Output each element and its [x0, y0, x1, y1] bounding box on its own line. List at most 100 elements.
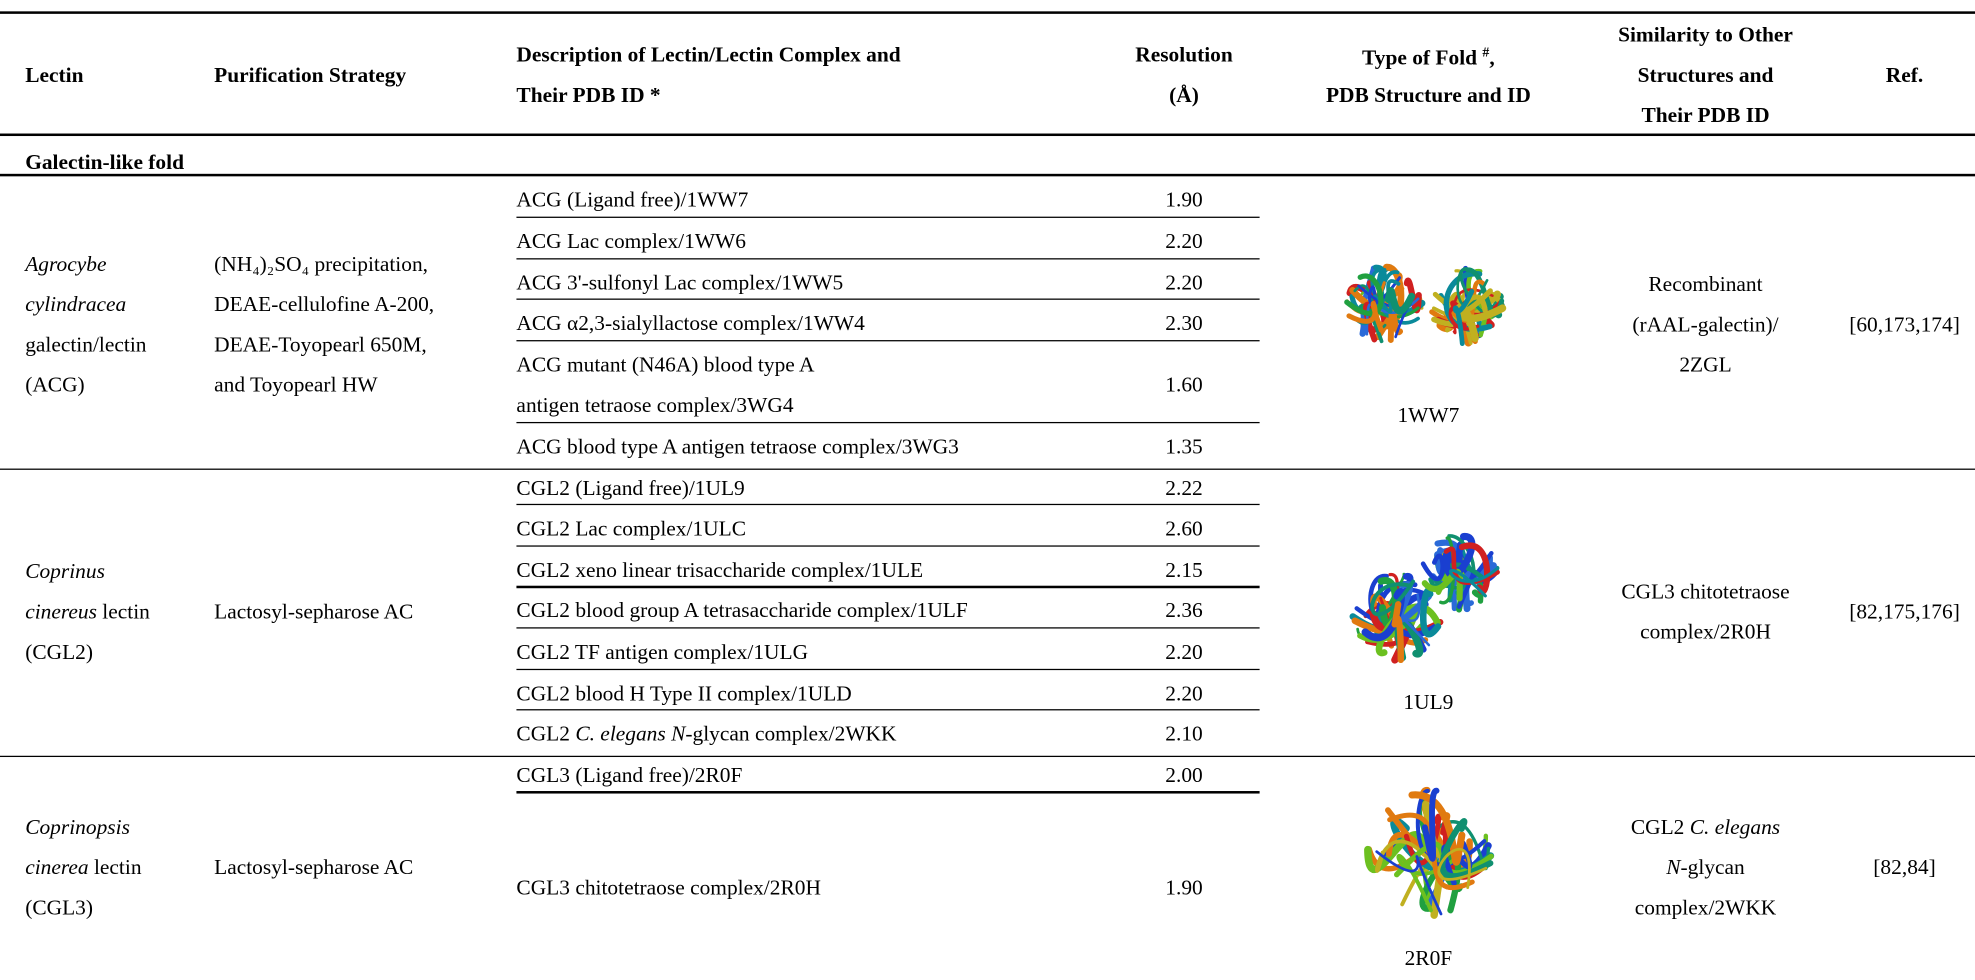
text: Lactosyl-sepharose AC — [214, 600, 413, 624]
resolution: 2.36 — [1165, 599, 1202, 624]
text: -glycan complex/2WKK — [685, 722, 896, 746]
text-line: DEAE-cellulofine A-200, — [214, 292, 434, 317]
text: N — [1666, 856, 1680, 880]
structure-id: 1WW7 — [1397, 403, 1459, 428]
resolution: 2.20 — [1165, 681, 1202, 706]
text: ACG mutant (N46A) blood type A — [516, 353, 814, 377]
resolution: 2.20 — [1165, 229, 1202, 254]
structure-image — [1334, 771, 1523, 935]
text-line: (ACG) — [25, 373, 84, 398]
text-line: (CGL2) — [25, 640, 93, 665]
text-line: ACG (Ligand free)/1WW7 — [516, 188, 748, 213]
text: PDB Structure and ID — [1326, 83, 1531, 107]
ref: [60,173,174] — [1849, 312, 1960, 337]
text: complex/2R0H — [1640, 620, 1771, 644]
text: CGL3 chitotetraose — [1621, 580, 1789, 604]
text-line: Type of Fold #, — [1362, 40, 1495, 71]
text-line: N-glycan — [1666, 856, 1745, 881]
text-line: ACG Lac complex/1WW6 — [516, 229, 746, 254]
text-line: complex/2R0H — [1640, 620, 1771, 645]
text: , — [1489, 46, 1494, 70]
resolution: 2.15 — [1165, 558, 1202, 583]
rule — [0, 174, 1975, 176]
text-line: (NH₄)₂SO₄ precipitation, — [214, 252, 428, 277]
resolution: 2.30 — [1165, 311, 1202, 336]
text: CGL2 TF antigen complex/1ULG — [516, 640, 808, 664]
text-line: CGL2 TF antigen complex/1ULG — [516, 640, 808, 665]
text: (Å) — [1169, 83, 1199, 107]
text: cinerea — [25, 856, 88, 880]
text-line: antigen tetraose complex/3WG4 — [516, 393, 793, 418]
text-line: CGL3 chitotetraose — [1621, 580, 1789, 605]
text-line: ACG 3'-sulfonyl Lac complex/1WW5 — [516, 270, 843, 295]
text-line: (CGL3) — [25, 896, 93, 921]
text: Purification Strategy — [214, 63, 406, 87]
ref: [82,84] — [1873, 856, 1935, 881]
rule — [0, 11, 1975, 14]
text-line: cinereus lectin — [25, 600, 150, 625]
text-line: CGL2 (Ligand free)/1UL9 — [516, 475, 744, 500]
text: (NH₄)₂SO₄ precipitation, — [214, 252, 428, 276]
text: Ref. — [1886, 63, 1923, 87]
rule — [516, 217, 1259, 219]
text: cylindracea — [25, 292, 126, 316]
text-line: complex/2WKK — [1635, 896, 1777, 921]
text: CGL2 (Ligand free)/1UL9 — [516, 475, 744, 499]
rule — [516, 340, 1259, 342]
text-line: ACG blood type A antigen tetraose comple… — [516, 434, 958, 459]
text-line: cylindracea — [25, 292, 126, 317]
text: Resolution — [1135, 43, 1233, 67]
table: LectinPurification StrategyDescription o… — [0, 0, 1975, 980]
text: CGL2 blood group A tetrasaccharide compl… — [516, 599, 967, 623]
resolution: 2.10 — [1165, 722, 1202, 747]
text: DEAE-cellulofine A-200, — [214, 292, 434, 316]
text-line: Similarity to Other — [1618, 23, 1793, 48]
text: Similarity to Other — [1618, 23, 1793, 47]
text-line: Description of Lectin/Lectin Complex and — [516, 43, 900, 68]
rule — [0, 134, 1975, 136]
text: N — [671, 722, 685, 746]
text: ACG blood type A antigen tetraose comple… — [516, 434, 958, 458]
text: Their PDB ID * — [516, 83, 660, 107]
text: CGL2 Lac complex/1ULC — [516, 517, 746, 541]
rule — [516, 422, 1259, 424]
text: 2ZGL — [1679, 353, 1731, 377]
text-line: Structures and — [1638, 63, 1774, 88]
resolution: 2.60 — [1165, 517, 1202, 542]
text: CGL2 xeno linear trisaccharide complex/1… — [516, 558, 923, 582]
text-line: ACG mutant (N46A) blood type A — [516, 353, 814, 378]
text-line: CGL3 (Ligand free)/2R0F — [516, 763, 742, 788]
text-line: CGL2 C. elegans N-glycan complex/2WKK — [516, 722, 896, 747]
text-line: Purification Strategy — [214, 63, 406, 88]
resolution: 2.20 — [1165, 640, 1202, 665]
rule — [516, 668, 1259, 670]
text-line: 2ZGL — [1679, 353, 1731, 378]
resolution: 2.20 — [1165, 270, 1202, 295]
text-line: Their PDB ID * — [516, 83, 660, 108]
text-line: Resolution — [1135, 43, 1233, 68]
text-line: Coprinopsis — [25, 815, 130, 840]
text: C. elegans — [1690, 815, 1780, 839]
text-line: (Å) — [1169, 83, 1199, 108]
text-line: CGL3 chitotetraose complex/2R0H — [516, 875, 820, 900]
text: ACG Lac complex/1WW6 — [516, 229, 746, 253]
text: lectin — [89, 856, 142, 880]
text: CGL2 blood H Type II complex/1ULD — [516, 681, 851, 705]
text-line: CGL2 blood H Type II complex/1ULD — [516, 681, 851, 706]
text: Lactosyl-sepharose AC — [214, 856, 413, 880]
text: Coprinus — [25, 560, 105, 584]
resolution: 2.22 — [1165, 475, 1202, 500]
text-line: Lactosyl-sepharose AC — [214, 600, 413, 625]
text: Recombinant — [1648, 272, 1762, 296]
text-line: PDB Structure and ID — [1326, 83, 1531, 108]
resolution: 1.90 — [1165, 188, 1202, 213]
rule — [516, 709, 1259, 711]
text: -glycan — [1681, 856, 1745, 880]
rule — [0, 755, 1975, 757]
text: ACG (Ligand free)/1WW7 — [516, 188, 748, 212]
text: and Toyopearl HW — [214, 373, 377, 397]
resolution: 1.60 — [1165, 373, 1202, 398]
text: CGL3 chitotetraose complex/2R0H — [516, 875, 820, 899]
text-line: and Toyopearl HW — [214, 373, 377, 398]
structure-id: 2R0F — [1405, 946, 1453, 971]
